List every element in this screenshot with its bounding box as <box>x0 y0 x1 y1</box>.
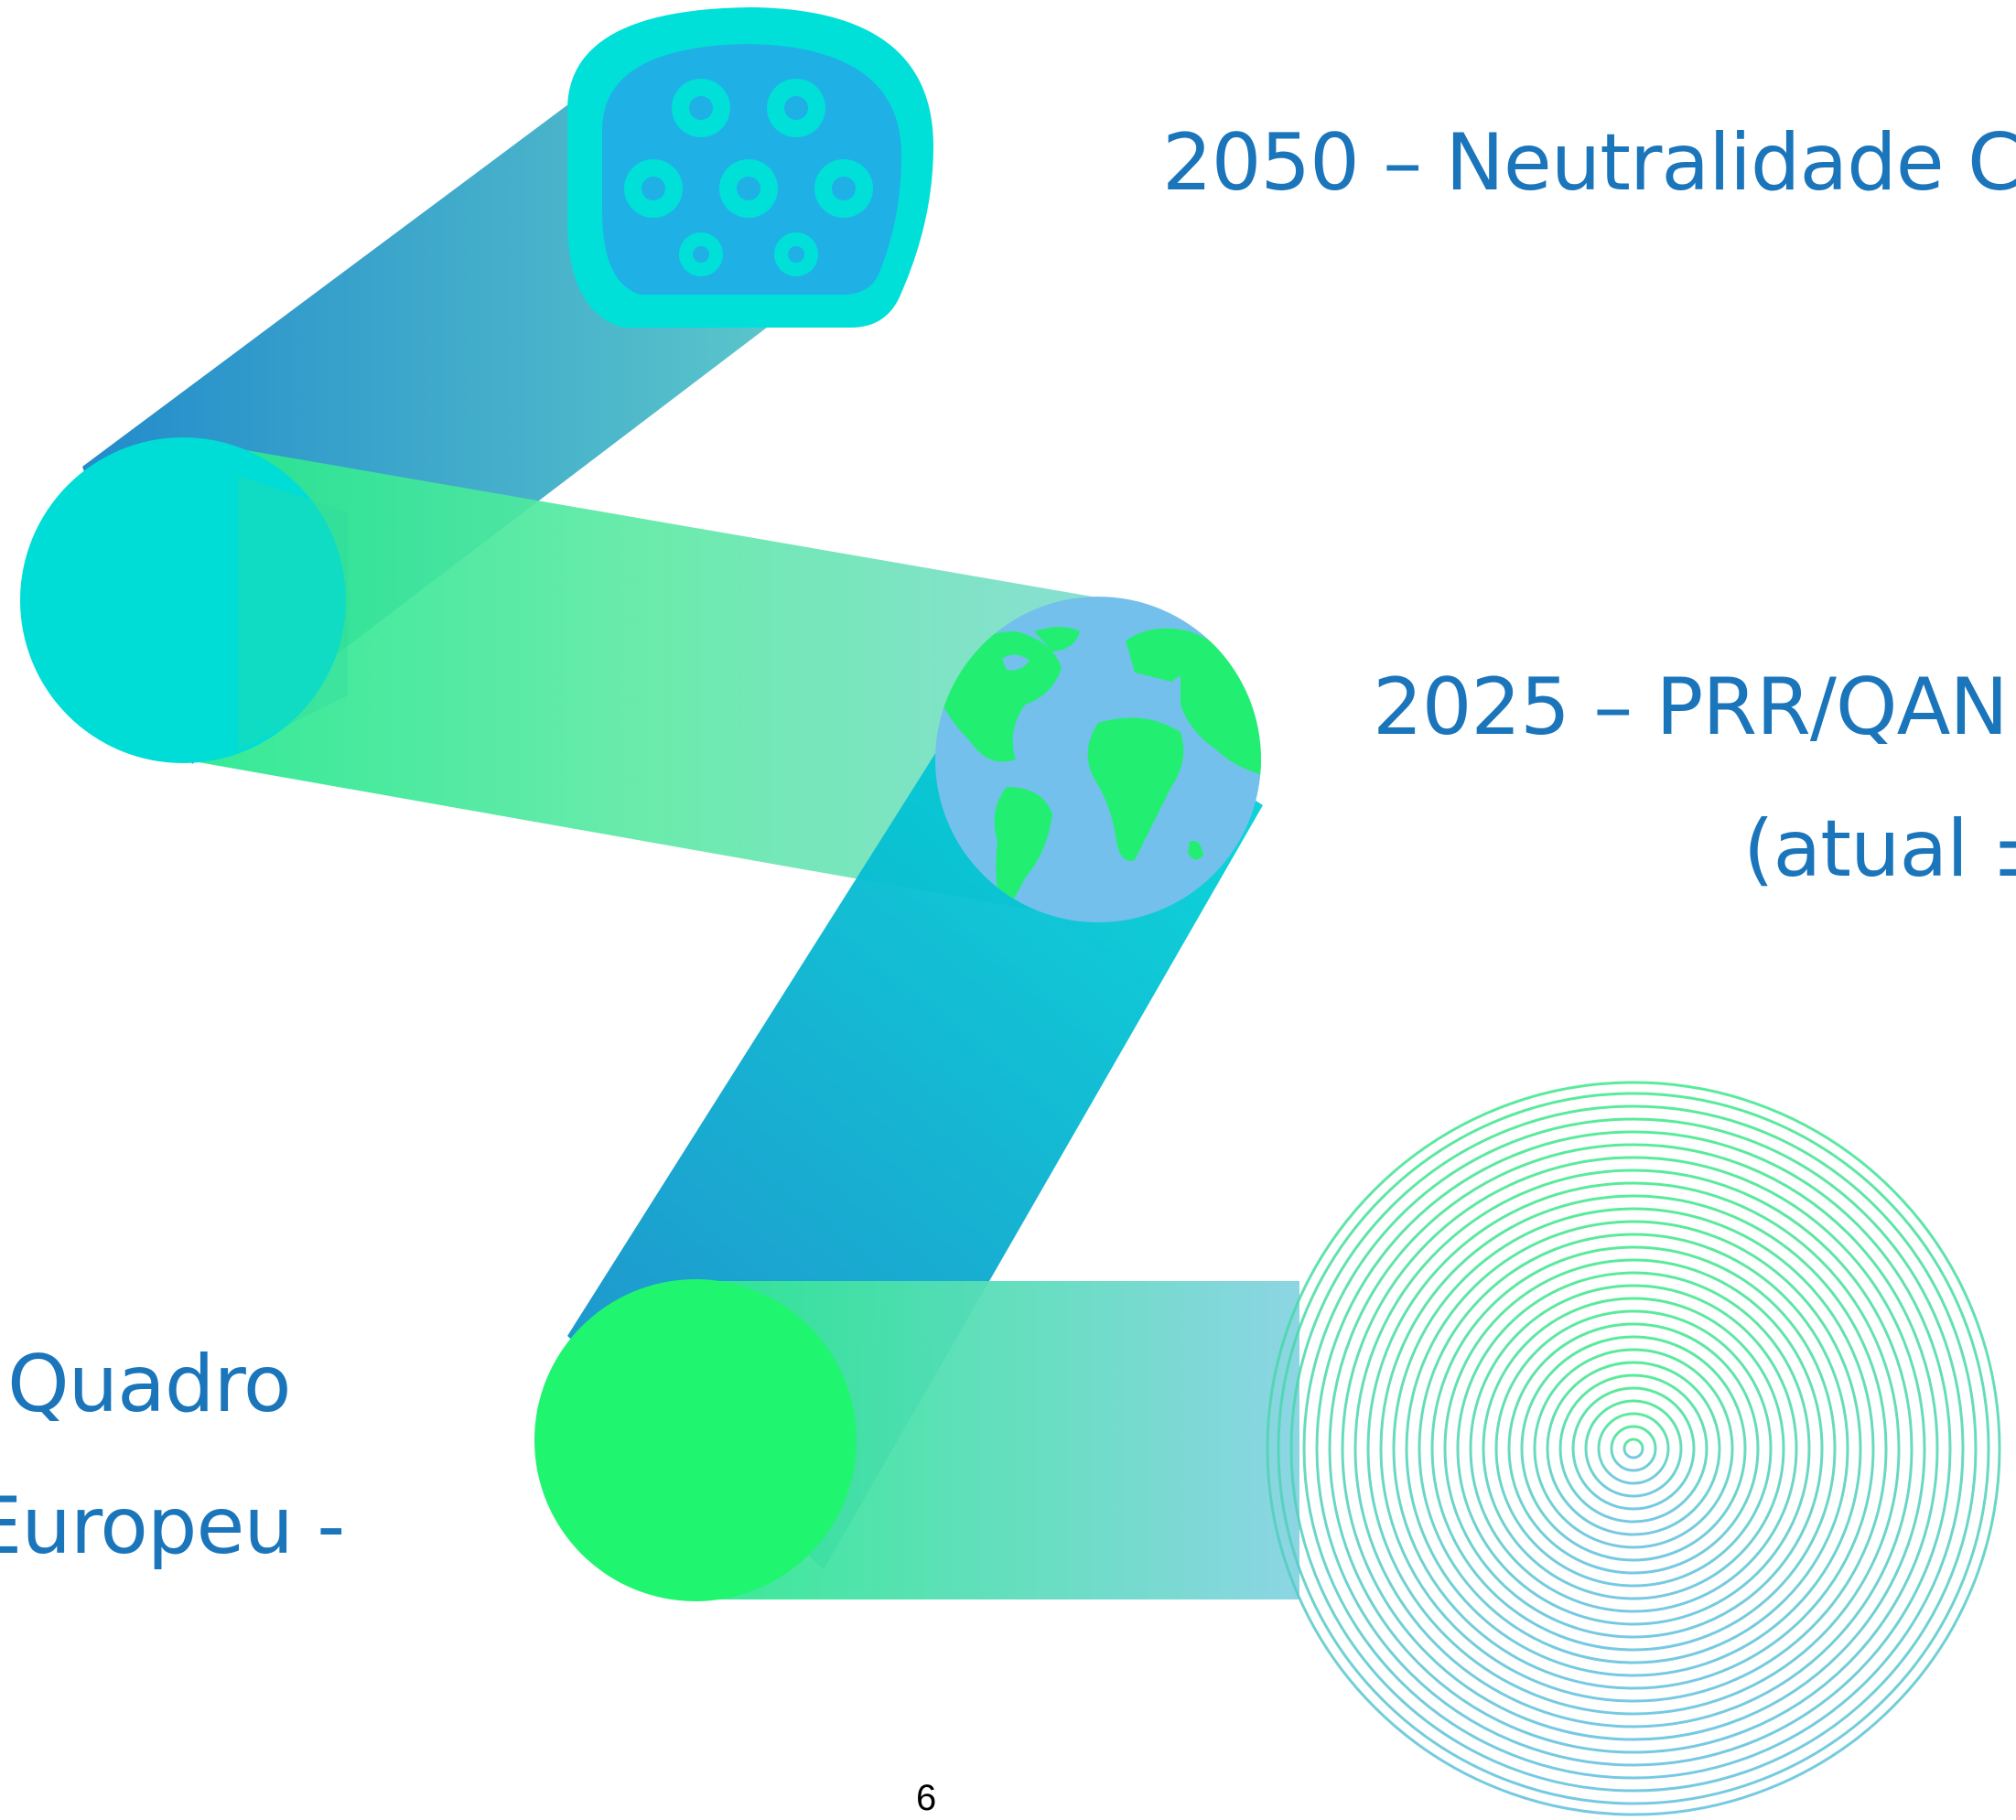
page-number: 6 <box>916 1778 937 1818</box>
european-framework-text-line2: Europeu - <box>0 1481 345 1572</box>
bottom-circle <box>534 1279 857 1601</box>
world-globe-icon <box>935 597 1261 922</box>
left-circle <box>20 437 346 763</box>
concentric-rings-graphic <box>1266 1081 2001 1816</box>
band-bottom <box>695 1281 1299 1599</box>
milestone-2050-text: 2050 – Neutralidade C <box>1162 117 2016 209</box>
european-framework-text-line1: o Quadro <box>0 1339 292 1430</box>
band-middle <box>183 439 1135 915</box>
milestone-2025-text: 2025 – PRR/QAN <box>1373 662 2009 753</box>
ev-charging-connector-icon <box>567 7 933 328</box>
milestone-2025-subtext: (atual ± <box>1743 803 2016 895</box>
